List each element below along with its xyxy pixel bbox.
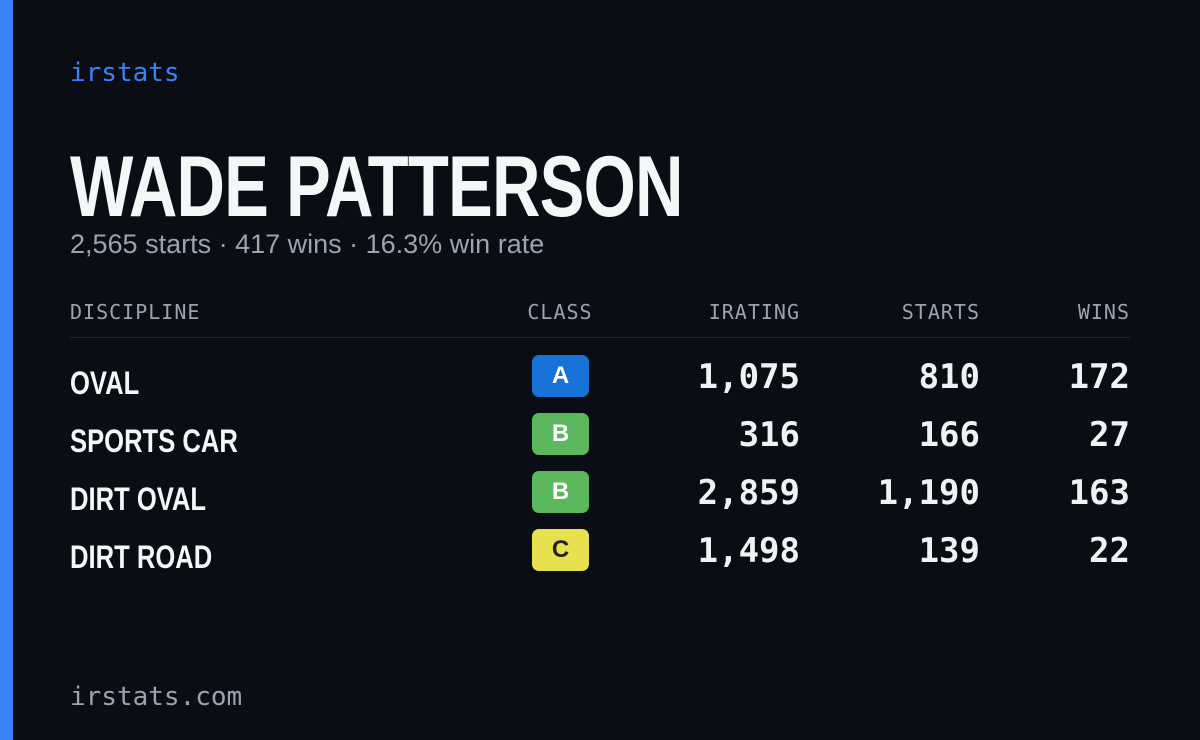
header-rule xyxy=(70,337,1130,338)
irating: 2,859 xyxy=(697,473,800,513)
footer: irstats.com xyxy=(70,682,243,712)
driver-summary: 2,565 starts · 417 wins · 16.3% win rate xyxy=(70,229,545,259)
column-header: STARTS xyxy=(901,300,980,324)
wins: 27 xyxy=(1089,415,1130,455)
accent-bar xyxy=(0,0,13,740)
class-badge: B xyxy=(532,413,589,455)
column-header: DISCIPLINE xyxy=(70,300,201,324)
irating: 1,498 xyxy=(697,531,800,571)
class-badge: C xyxy=(532,529,589,571)
starts: 810 xyxy=(918,357,980,397)
starts: 139 xyxy=(918,531,980,571)
column-header: IRATING xyxy=(708,300,800,324)
driver-name: WADE PATTERSON xyxy=(70,139,683,235)
irating: 1,075 xyxy=(697,357,800,397)
wins: 163 xyxy=(1068,473,1130,513)
discipline: SPORTS CAR xyxy=(70,423,238,459)
irating: 316 xyxy=(738,415,800,455)
discipline: OVAL xyxy=(70,365,140,401)
class-badge: B xyxy=(532,471,589,513)
starts: 1,190 xyxy=(877,473,980,513)
discipline: DIRT OVAL xyxy=(70,481,207,517)
discipline: DIRT ROAD xyxy=(70,539,213,575)
class-badge: A xyxy=(532,355,589,397)
wins: 22 xyxy=(1089,531,1130,571)
brand: irstats xyxy=(70,58,180,88)
column-header: CLASS xyxy=(527,300,593,324)
column-header: WINS xyxy=(1077,300,1130,324)
starts: 166 xyxy=(918,415,980,455)
wins: 172 xyxy=(1068,357,1130,397)
